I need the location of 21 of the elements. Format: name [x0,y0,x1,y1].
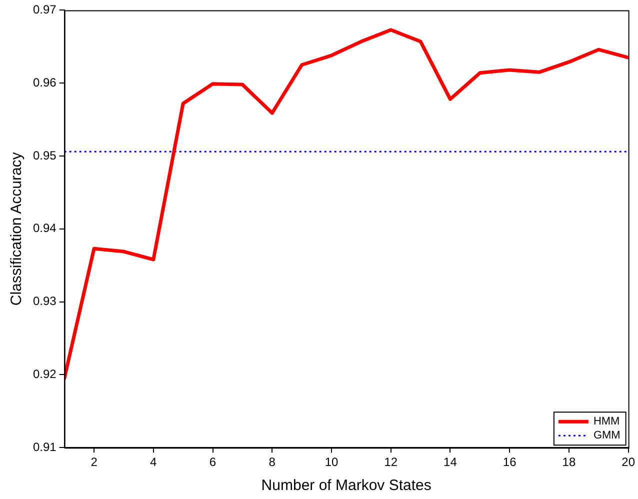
y-tick-label: 0.94 [32,221,57,236]
y-tick-label: 0.91 [32,440,57,454]
x-tick-label: 14 [444,455,458,470]
x-axis-title: Number of Markov States [261,477,432,494]
x-tick-label: 16 [502,455,517,470]
x-tick-label: 8 [268,455,276,470]
x-tick-label: 6 [209,455,216,470]
x-tick-label: 2 [90,455,98,470]
y-tick-label: 0.96 [32,75,57,90]
y-tick-label: 0.92 [32,367,57,382]
legend-label: HMM [593,416,620,428]
y-tick-label: 0.95 [32,148,57,162]
legend-label: GMM [593,430,620,442]
x-tick-label: 12 [384,455,398,470]
y-axis-title: Classification Accuracy [8,152,26,306]
x-tick-label: 10 [324,455,338,470]
x-tick-label: 4 [150,455,158,470]
y-tick-label: 0.93 [32,294,57,308]
x-tick-label: 18 [562,455,576,470]
x-tick-label: 20 [622,455,636,470]
y-tick-label: 0.97 [32,2,57,17]
